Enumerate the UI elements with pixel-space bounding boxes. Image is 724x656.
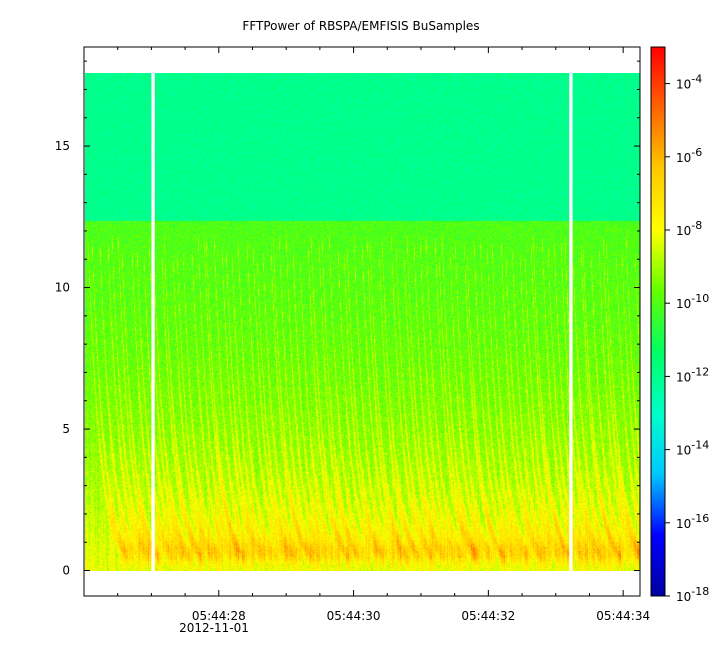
x-axis: 05:44:28 05:44:30 05:44:32 05:44:34 [117,47,650,623]
y-tick-label: 5 [62,422,70,436]
colorbar-tick-label: 10-18 [676,585,709,604]
y-tick-label: 10 [55,281,70,295]
plot-frame [83,46,641,597]
colorbar-tick-label: 10-12 [676,365,709,384]
colorbar-tick-label: 10-8 [676,219,702,238]
y-tick-label: 0 [62,564,70,578]
x-tick-label: 05:44:28 [192,609,246,623]
spectrogram-image [85,73,640,571]
data-gap [569,73,573,571]
y-axis: 0 5 10 15 [55,60,640,578]
colorbar-tick-label: 10-6 [676,146,702,165]
colorbar-scale [650,46,666,597]
y-tick-label: 15 [55,139,70,153]
x-tick-label: 05:44:30 [327,609,381,623]
colorbar-ticks: 10-4 10-6 10-8 10-10 10-12 10-14 10-16 10-18 [665,73,709,604]
colorbar-tick-label: 10-14 [676,439,709,458]
data-gap [151,73,155,571]
data-gaps [151,73,573,571]
colorbar-tick-label: 10-16 [676,512,709,531]
x-date-label: 2012-11-01 [179,621,249,635]
x-tick-label: 05:44:34 [596,609,650,623]
x-tick-label: 05:44:32 [461,609,515,623]
chart-title: FFTPower of RBSPA/EMFISIS BuSamples [242,19,479,33]
colorbar-tick-label: 10-4 [676,73,702,92]
colorbar-tick-label: 10-10 [676,292,709,311]
spectrogram-raster [85,73,640,571]
colorbar [650,46,666,597]
